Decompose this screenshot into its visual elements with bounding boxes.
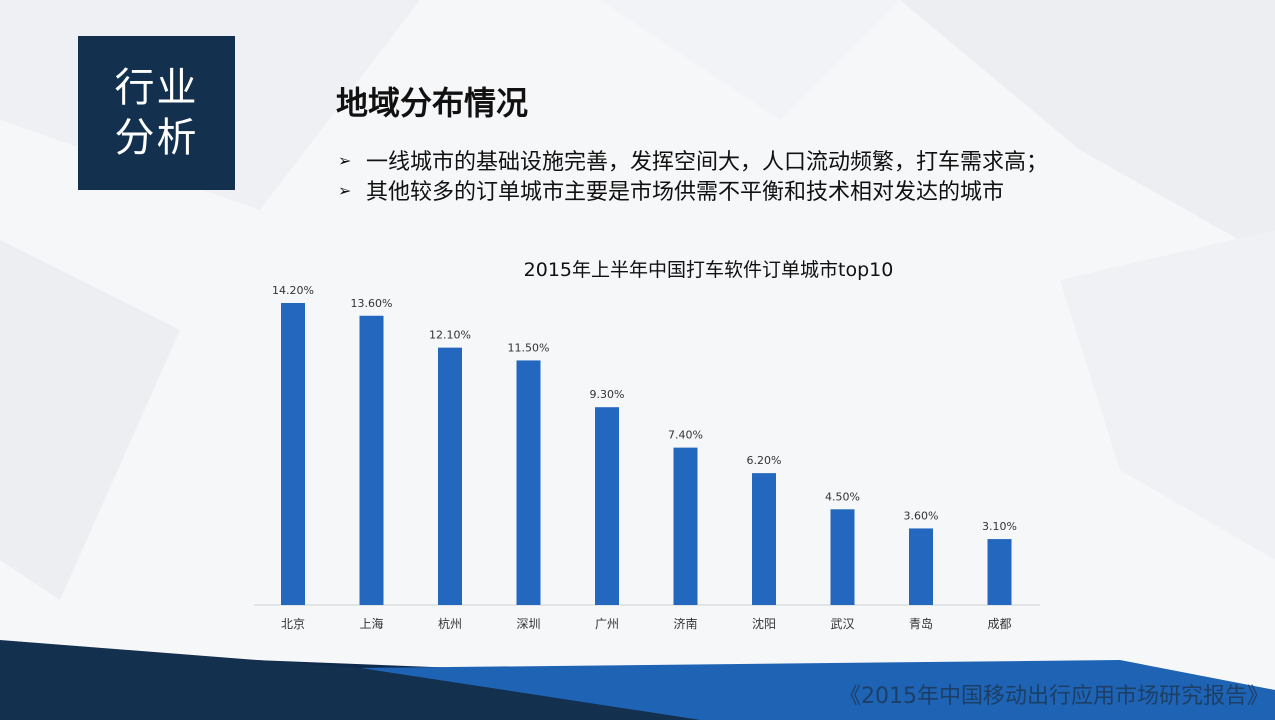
arrow-bullet-icon: ➢: [338, 180, 352, 200]
category-tick-label: 北京: [281, 617, 305, 631]
data-label: 11.50%: [508, 341, 550, 354]
category-tick-label: 青岛: [909, 616, 933, 631]
category-tick-label: 沈阳: [752, 616, 776, 631]
bullet-text: 其他较多的订单城市主要是市场供需不平衡和技术相对发达的城市: [366, 180, 1005, 205]
data-label: 3.10%: [982, 520, 1017, 533]
category-tick-label: 成都: [987, 617, 1011, 631]
page-title: 地域分布情况: [336, 84, 529, 122]
bar: [830, 509, 855, 605]
bullet-text: 一线城市的基础设施完善，发挥空间大，人口流动频繁，打车需求高；: [366, 150, 1049, 175]
bar: [673, 447, 698, 605]
bar: [752, 473, 776, 605]
bullet-list: ➢ 一线城市的基础设施完善，发挥空间大，人口流动频繁，打车需求高； ➢ 其他较多…: [338, 145, 1048, 205]
category-tick-label: 广州: [595, 617, 619, 631]
category-tick-label: 武汉: [830, 617, 854, 631]
bar: [987, 539, 1012, 605]
bar: [909, 528, 933, 605]
bar: [438, 347, 462, 605]
footer-report-title: 《2015年中国移动出行应用市场研究报告》: [839, 684, 1269, 709]
badge-line-2: 分析: [114, 115, 199, 161]
category-tick-label: 济南: [673, 616, 697, 631]
data-label: 7.40%: [668, 429, 703, 442]
bullet-item: ➢ 一线城市的基础设施完善，发挥空间大，人口流动频繁，打车需求高；: [338, 145, 1048, 175]
data-label: 14.20%: [272, 284, 314, 297]
footer-accent: [360, 660, 1275, 720]
data-label: 3.60%: [904, 509, 939, 522]
bar: [359, 315, 384, 605]
bar: [516, 360, 541, 605]
data-label: 12.10%: [429, 329, 471, 342]
data-label: 4.50%: [825, 490, 860, 503]
bar: [281, 303, 305, 605]
data-label: 6.20%: [747, 454, 782, 467]
badge-line-1: 行业: [114, 65, 199, 111]
data-label: 13.60%: [351, 297, 393, 310]
bar: [595, 407, 619, 605]
data-label: 9.30%: [590, 388, 625, 401]
category-tick-label: 上海: [359, 616, 383, 631]
category-tick-label: 深圳: [516, 617, 540, 631]
chart-title: 2015年上半年中国打车软件订单城市top10: [523, 259, 894, 281]
category-tick-label: 杭州: [438, 616, 462, 631]
arrow-bullet-icon: ➢: [338, 150, 352, 170]
section-badge: 行业 分析: [78, 36, 235, 190]
bullet-item: ➢ 其他较多的订单城市主要是市场供需不平衡和技术相对发达的城市: [338, 175, 1048, 205]
